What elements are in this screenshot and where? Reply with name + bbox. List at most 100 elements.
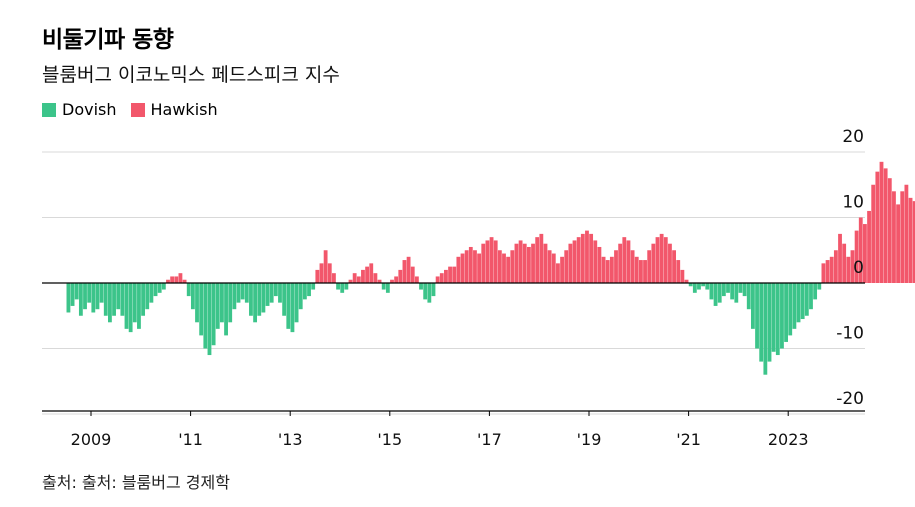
data-bar [668,243,672,283]
data-bar [186,283,191,297]
data-bar [759,283,764,362]
data-bar [568,243,573,283]
y-tick-label: -20 [836,389,864,409]
data-bar [132,283,137,323]
data-bar [128,283,133,333]
data-bar [871,184,876,283]
data-bar [601,256,606,283]
data-bar [593,240,598,283]
data-bar [286,283,291,329]
data-bar [875,171,880,283]
data-bar [481,243,486,283]
data-bar [365,266,370,284]
data-bar [83,283,87,310]
data-bar [688,283,693,287]
data-bar [240,283,245,300]
x-tick-label: 2023 [768,430,809,449]
data-bar [427,283,432,303]
data-bar [178,273,183,283]
data-bar [327,263,332,283]
data-bar [282,283,287,316]
data-bar [850,250,855,283]
data-bar [145,283,150,310]
data-bar [734,283,739,303]
data-bar [684,279,689,283]
data-bar [630,250,635,283]
data-bar [431,283,436,297]
data-bar [817,283,822,290]
data-bar [161,283,166,290]
data-bar [108,283,112,323]
data-bar [506,256,511,283]
data-bar [896,204,900,283]
data-bar [153,283,158,297]
data-bar [556,263,560,283]
data-bar [551,253,556,283]
source-note: 출처: 출처: 블룸버그 경제학 [42,473,230,492]
data-bar [489,237,494,283]
data-bar [448,266,452,284]
data-bar [597,246,602,283]
data-bar [340,283,345,293]
data-bar [215,283,220,329]
data-bar [207,283,212,356]
data-bar [273,283,278,297]
data-bar [315,269,320,283]
data-bar [576,237,581,283]
data-bar [614,250,618,283]
data-bar [307,283,311,297]
data-bar [522,243,527,283]
data-bar [203,283,208,349]
data-bar [904,184,909,283]
data-bar [232,283,237,310]
data-bar [298,283,303,310]
data-bar [373,273,378,283]
data-bar [879,161,884,283]
data-bar [269,283,274,303]
data-bar [261,283,266,313]
data-bar [95,283,100,310]
data-bar [858,217,863,283]
y-tick-label: -10 [836,324,864,344]
data-bar [502,253,506,283]
data-bar [697,283,701,290]
data-bar [87,283,92,303]
data-bar [655,237,660,283]
data-bar [867,210,871,283]
data-bar [730,283,735,300]
data-bar [356,276,361,283]
legend-swatch-hawkish [130,102,145,117]
data-bar [763,283,768,375]
data-bar [311,283,316,290]
data-bar [394,276,399,283]
data-bar [750,283,755,329]
data-bar [767,283,772,362]
data-bar [780,283,784,349]
data-bar [514,243,519,283]
data-bar [116,283,121,310]
data-bar [493,240,498,283]
data-bar [908,197,913,283]
data-bar [199,283,204,336]
data-bar [510,250,515,283]
data-bar [609,256,614,283]
data-bar [580,233,585,284]
data-bar [103,283,108,316]
data-bar [497,250,502,283]
data-bar [112,283,116,316]
data-bar [452,266,457,284]
data-bar [564,250,569,283]
data-bar [539,233,544,284]
data-bar [477,253,482,283]
data-bar [792,283,797,329]
data-bar [833,250,838,283]
data-bar [319,263,324,283]
data-bar [825,260,830,283]
data-bar [294,283,299,323]
data-bar [435,276,440,283]
data-bar [249,283,253,316]
data-bar [676,260,681,283]
data-bar [638,260,643,283]
data-bar [692,283,697,293]
data-bar [883,168,888,284]
